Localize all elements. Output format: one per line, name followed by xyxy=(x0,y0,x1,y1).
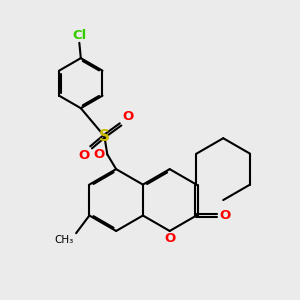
Text: CH₃: CH₃ xyxy=(55,235,74,245)
Text: O: O xyxy=(94,148,105,161)
Text: S: S xyxy=(99,129,110,144)
Text: O: O xyxy=(219,209,231,222)
Text: Cl: Cl xyxy=(72,28,86,42)
Text: O: O xyxy=(78,149,90,162)
Text: O: O xyxy=(122,110,133,123)
Text: O: O xyxy=(164,232,175,245)
